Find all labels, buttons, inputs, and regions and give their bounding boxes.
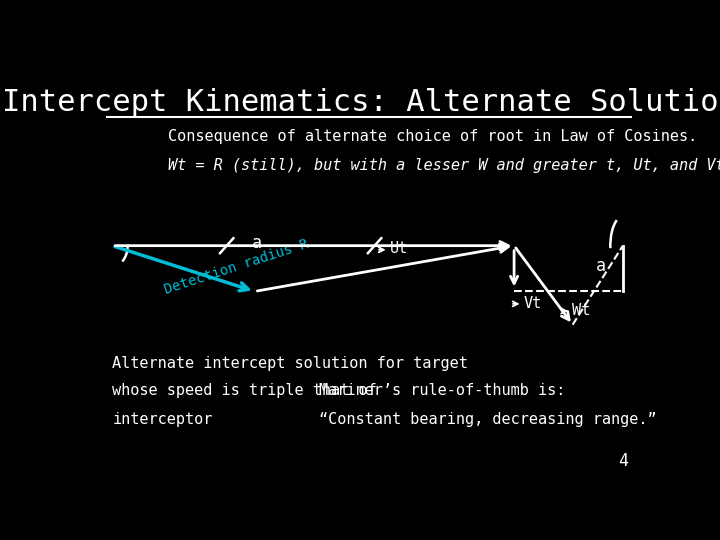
Text: “Constant bearing, decreasing range.”: “Constant bearing, decreasing range.” [319,412,657,427]
Text: Alternate intercept solution for target: Alternate intercept solution for target [112,356,468,371]
Text: a: a [595,258,606,275]
Text: Wt = R (still), but with a lesser W and greater t, Ut, and Vt.: Wt = R (still), but with a lesser W and … [168,158,720,173]
Text: Ut: Ut [390,241,408,256]
Text: whose speed is triple that of: whose speed is triple that of [112,383,377,398]
Text: Vt: Vt [523,295,542,310]
Text: a: a [252,234,262,252]
Text: Consequence of alternate choice of root in Law of Cosines.: Consequence of alternate choice of root … [168,129,698,144]
Text: 4: 4 [618,452,629,470]
Text: Intercept Kinematics: Alternate Solution: Intercept Kinematics: Alternate Solution [1,87,720,117]
Text: interceptor: interceptor [112,412,212,427]
Text: Wt: Wt [572,302,590,318]
Text: Mariner’s rule-of-thumb is:: Mariner’s rule-of-thumb is: [319,383,565,398]
Text: Detection radius R: Detection radius R [163,237,310,296]
